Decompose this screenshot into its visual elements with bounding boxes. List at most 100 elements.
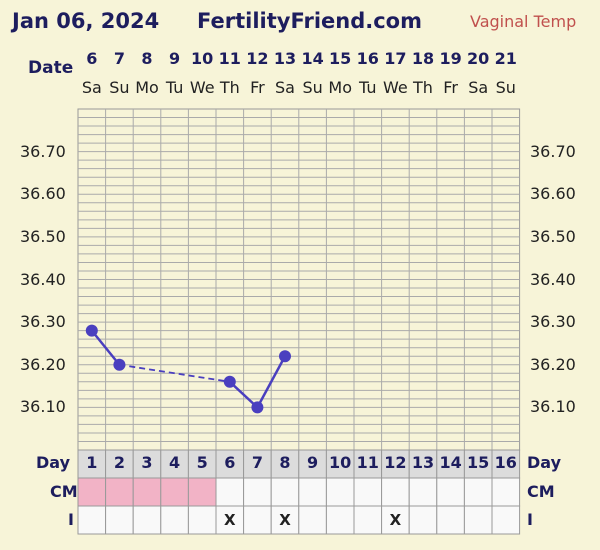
weekday-tick-label: Sa bbox=[81, 78, 102, 97]
day-row-label-right: Day bbox=[527, 453, 562, 472]
cycle-day-number: 8 bbox=[279, 453, 291, 472]
weekday-tick-label: Mo bbox=[135, 78, 159, 97]
temp-tick-label-right: 36.20 bbox=[530, 354, 576, 374]
row-cell bbox=[215, 477, 245, 507]
cycle-day-number: 4 bbox=[169, 453, 181, 472]
temp-tick-label-right: 36.50 bbox=[530, 226, 576, 246]
row-cell bbox=[381, 477, 410, 507]
row-cell bbox=[463, 505, 493, 535]
intercourse-mark: X bbox=[389, 511, 402, 529]
row-cell bbox=[270, 505, 300, 535]
temp-tick-label-left: 36.50 bbox=[20, 226, 66, 246]
temp-tick-label-left: 36.70 bbox=[20, 141, 66, 161]
temp-line-segment bbox=[256, 355, 287, 408]
row-cell bbox=[353, 505, 383, 535]
row-cell bbox=[491, 505, 521, 535]
temp-point bbox=[85, 324, 98, 337]
temp-line-dashed bbox=[119, 363, 230, 383]
row-cell bbox=[132, 477, 162, 507]
intercourse-mark: X bbox=[279, 511, 291, 529]
weekday-tick-label: Th bbox=[413, 78, 433, 97]
cycle-day-number: 11 bbox=[356, 453, 379, 472]
weekday-tick-label: Su bbox=[109, 78, 130, 97]
row-cell bbox=[105, 505, 134, 535]
weekday-tick-label: Su bbox=[495, 78, 516, 97]
temp-line-segment bbox=[228, 380, 259, 409]
row-cell bbox=[408, 505, 438, 535]
weekday-tick-label: Tu bbox=[165, 78, 184, 97]
day-row-label-left: Day bbox=[36, 453, 71, 472]
cycle-day-number: 13 bbox=[411, 453, 435, 472]
cycle-day-number: 12 bbox=[384, 453, 407, 472]
row-cell bbox=[187, 505, 217, 535]
row-cell bbox=[243, 449, 272, 479]
weekday-tick-label: Sa bbox=[275, 78, 295, 97]
temp-tick-label-right: 36.60 bbox=[530, 184, 576, 204]
row-cell bbox=[243, 505, 272, 535]
temperature-type: Vaginal Temp bbox=[470, 12, 577, 31]
weekday-tick-label: Tu bbox=[359, 78, 377, 97]
weekday-tick-label: Fr bbox=[443, 78, 458, 97]
row-cell bbox=[132, 449, 162, 479]
date-tick-label: 7 bbox=[113, 49, 125, 68]
cycle-day-number: 2 bbox=[113, 453, 125, 472]
cm-row-label-right: CM bbox=[527, 482, 555, 501]
row-cell bbox=[187, 477, 217, 507]
temp-point bbox=[251, 401, 264, 414]
row-cell bbox=[436, 505, 465, 535]
header-gap bbox=[78, 100, 520, 109]
temp-point bbox=[279, 350, 291, 363]
row-cell bbox=[160, 505, 189, 535]
cycle-day-number: 15 bbox=[467, 453, 490, 472]
row-cell bbox=[77, 505, 107, 535]
temp-point bbox=[113, 358, 126, 371]
row-cell bbox=[353, 477, 383, 507]
weekday-tick-label: We bbox=[383, 78, 408, 97]
weekday-tick-label: Fr bbox=[250, 78, 265, 97]
cycle-day-number: 3 bbox=[141, 453, 153, 472]
row-cell bbox=[243, 477, 272, 507]
date-tick-label: 9 bbox=[169, 49, 181, 68]
cycle-day-number: 7 bbox=[251, 453, 263, 472]
weekday-tick-label: Su bbox=[302, 78, 323, 97]
temp-tick-label-right: 36.70 bbox=[530, 141, 576, 161]
cycle-day-number: 16 bbox=[494, 453, 517, 472]
temp-tick-label-left: 36.60 bbox=[20, 184, 66, 204]
i-row-label-right: I bbox=[527, 510, 533, 529]
temp-tick-label-right: 36.10 bbox=[530, 397, 576, 417]
i-row-label-left: I bbox=[68, 510, 74, 529]
row-cell bbox=[215, 505, 245, 535]
temp-tick-label-right: 36.40 bbox=[530, 269, 576, 289]
temp-point bbox=[223, 375, 236, 388]
row-cell bbox=[353, 449, 383, 479]
date-tick-label: 11 bbox=[218, 49, 241, 68]
row-cell bbox=[408, 477, 438, 507]
row-cell bbox=[270, 477, 300, 507]
temp-tick-label-right: 36.30 bbox=[530, 312, 576, 332]
temp-tick-label-left: 36.40 bbox=[20, 269, 66, 289]
row-cell bbox=[436, 449, 465, 479]
intercourse-mark: X bbox=[224, 511, 236, 529]
row-cell bbox=[325, 449, 355, 479]
cycle-day-number: 14 bbox=[439, 453, 462, 472]
row-cell bbox=[77, 477, 107, 507]
cycle-day-number: 10 bbox=[329, 453, 352, 472]
date-tick-label: 12 bbox=[246, 49, 269, 68]
cycle-day-number: 1 bbox=[86, 453, 98, 472]
date-tick-label: 19 bbox=[439, 49, 462, 68]
cycle-day-number: 9 bbox=[307, 453, 319, 472]
temp-tick-label-left: 36.10 bbox=[20, 397, 66, 417]
date-tick-label: 14 bbox=[301, 49, 324, 68]
temp-line-segment bbox=[90, 329, 121, 366]
row-cell bbox=[298, 477, 327, 507]
row-cell bbox=[381, 505, 410, 535]
row-cell bbox=[325, 505, 355, 535]
temp-tick-label-left: 36.20 bbox=[20, 354, 66, 374]
row-cell bbox=[491, 449, 521, 479]
date-tick-label: 21 bbox=[494, 49, 517, 68]
row-cell bbox=[463, 477, 493, 507]
date-row-label: Date bbox=[28, 58, 74, 78]
row-cell bbox=[298, 505, 327, 535]
temp-tick-label-left: 36.30 bbox=[20, 312, 66, 332]
